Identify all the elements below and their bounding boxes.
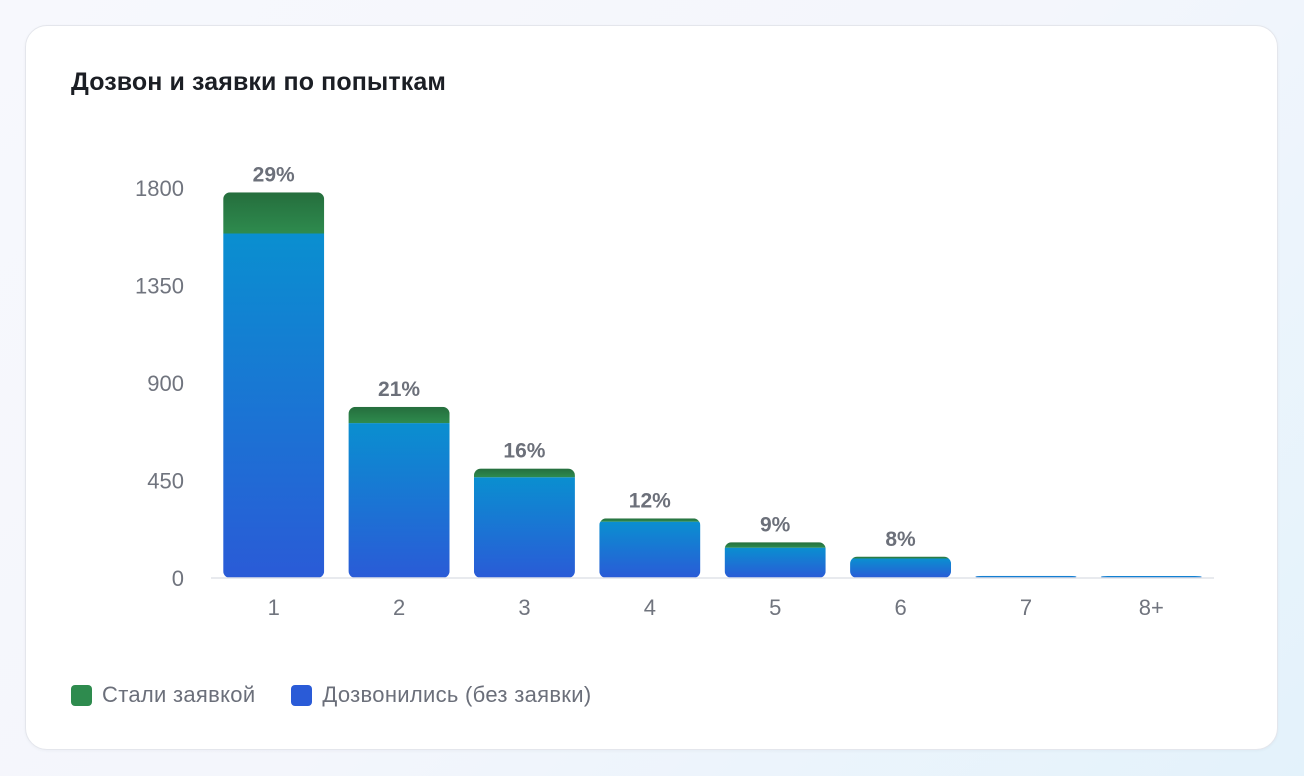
bars-group bbox=[223, 192, 1202, 578]
bar-stack[interactable] bbox=[850, 556, 952, 579]
bar-segment-reached[interactable] bbox=[850, 558, 952, 579]
bar-segment-converted[interactable] bbox=[850, 556, 952, 559]
legend: Стали заявкой Дозвонились (без заявки) bbox=[71, 682, 591, 708]
y-axis-labels: 0 450 900 1350 1800 bbox=[135, 176, 184, 591]
bar-segment-reached[interactable] bbox=[473, 477, 575, 578]
bar-stack[interactable] bbox=[599, 518, 701, 578]
bar-segment-reached[interactable] bbox=[223, 233, 325, 579]
y-tick-label: 0 bbox=[172, 566, 184, 591]
x-tick-label: 4 bbox=[644, 595, 656, 620]
bar-segment-reached[interactable] bbox=[975, 575, 1077, 578]
bar-segment-converted[interactable] bbox=[599, 518, 701, 522]
bar-segment-converted[interactable] bbox=[348, 406, 450, 424]
bar-stack[interactable] bbox=[724, 542, 826, 578]
bar-stack[interactable] bbox=[473, 468, 575, 578]
bar-segment-converted[interactable] bbox=[473, 468, 575, 478]
bar-data-label: 21% bbox=[378, 378, 420, 401]
bar-segment-converted[interactable] bbox=[724, 542, 826, 548]
bar-data-label: 29% bbox=[253, 163, 295, 186]
x-tick-label: 3 bbox=[518, 595, 530, 620]
x-tick-label: 6 bbox=[894, 595, 906, 620]
chart-title: Дозвон и заявки по попыткам bbox=[71, 68, 446, 96]
bar-data-label: 9% bbox=[760, 513, 791, 536]
bar-segment-reached[interactable] bbox=[599, 521, 701, 578]
bar-data-label: 12% bbox=[629, 489, 671, 512]
chart-card: Дозвон и заявки по попыткам 0 450 900 1350 1… bbox=[25, 25, 1278, 750]
bar-data-label: 16% bbox=[503, 440, 545, 463]
y-tick-label: 900 bbox=[147, 371, 184, 396]
y-tick-label: 1350 bbox=[135, 274, 184, 299]
bar-segment-reached[interactable] bbox=[348, 423, 450, 578]
bar-segment-converted[interactable] bbox=[223, 192, 325, 234]
bar-segment-reached[interactable] bbox=[724, 547, 826, 578]
x-tick-label: 5 bbox=[769, 595, 781, 620]
bar-data-label: 8% bbox=[885, 528, 916, 551]
bar-segment-reached[interactable] bbox=[1100, 576, 1202, 578]
bar-stack[interactable] bbox=[975, 575, 1077, 578]
legend-label-reached: Дозвонились (без заявки) bbox=[322, 682, 592, 707]
legend-swatch-reached bbox=[291, 684, 313, 706]
x-tick-label: 1 bbox=[268, 595, 280, 620]
legend-item-converted[interactable]: Стали заявкой bbox=[71, 682, 255, 708]
x-axis-labels: 1 2 3 4 5 6 7 8+ bbox=[268, 595, 1164, 620]
bar-stack[interactable] bbox=[1100, 576, 1202, 578]
x-tick-label: 8+ bbox=[1139, 595, 1164, 620]
x-tick-label: 7 bbox=[1020, 595, 1032, 620]
y-tick-label: 450 bbox=[147, 469, 184, 494]
stacked-bar-chart: 0 450 900 1350 1800 1 2 3 4 5 6 7 8+ 29% 21% 16% 12% 9%… bbox=[135, 163, 1214, 620]
x-tick-label: 2 bbox=[393, 595, 405, 620]
bar-stack[interactable] bbox=[223, 192, 325, 579]
legend-label-converted: Стали заявкой bbox=[102, 682, 256, 707]
y-tick-label: 1800 bbox=[135, 176, 184, 201]
data-labels: 29% 21% 16% 12% 9% 8% bbox=[253, 163, 916, 550]
legend-item-reached[interactable]: Дозвонились (без заявки) bbox=[291, 682, 591, 708]
bar-stack[interactable] bbox=[348, 406, 450, 578]
legend-swatch-converted bbox=[71, 684, 92, 706]
